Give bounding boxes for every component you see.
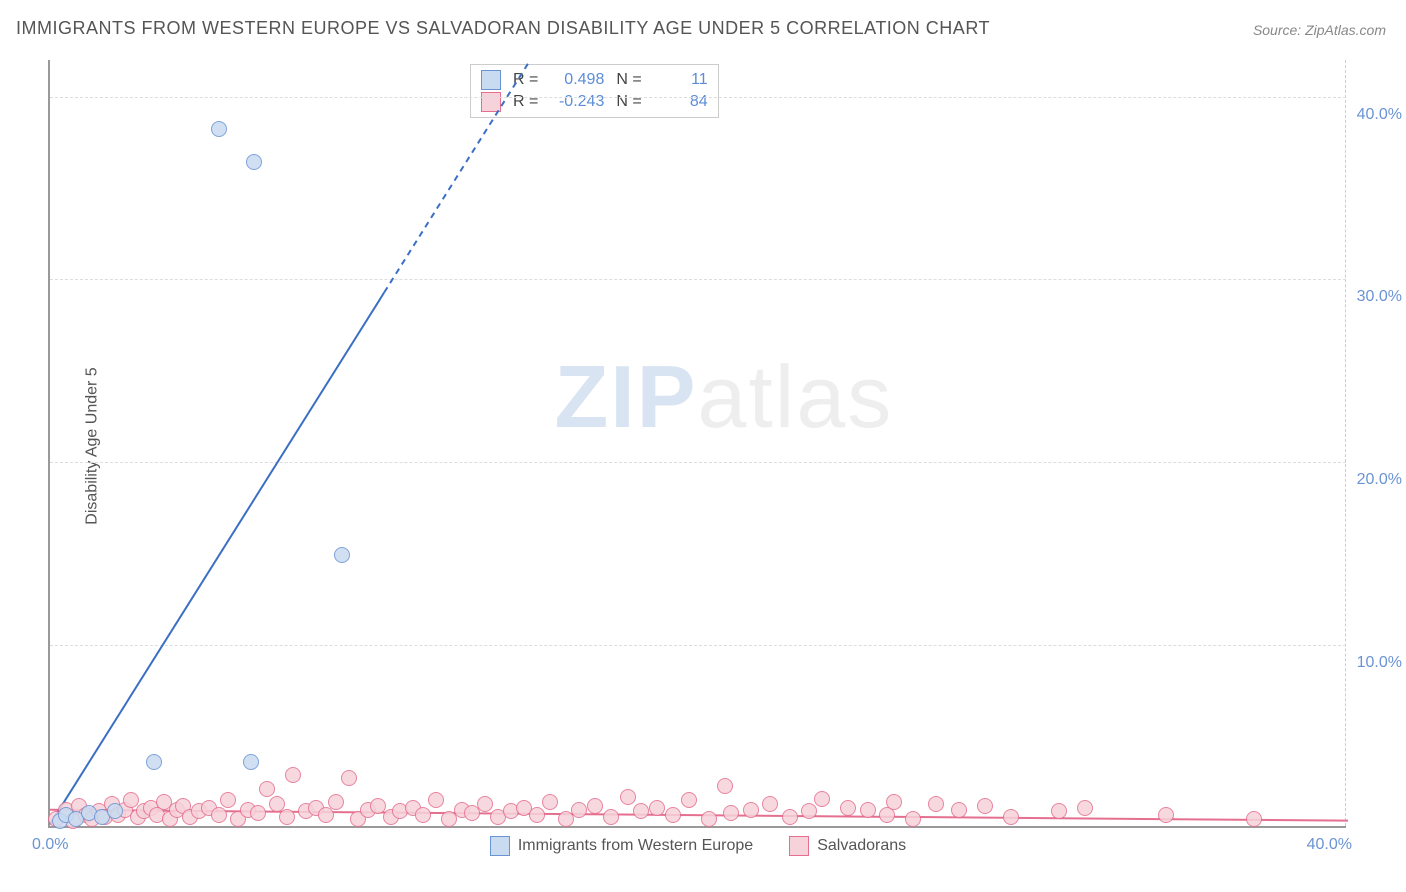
- point-blue: [334, 547, 350, 563]
- point-pink: [529, 807, 545, 823]
- point-pink: [801, 803, 817, 819]
- point-pink: [928, 796, 944, 812]
- point-pink: [1246, 811, 1262, 827]
- point-pink: [1158, 807, 1174, 823]
- stat-n-blue: 11: [654, 71, 708, 89]
- watermark-atlas: atlas: [697, 347, 893, 446]
- point-pink: [633, 803, 649, 819]
- point-pink: [341, 770, 357, 786]
- point-pink: [782, 809, 798, 825]
- stat-r-blue: 0.498: [550, 71, 604, 89]
- point-pink: [415, 807, 431, 823]
- point-pink: [220, 792, 236, 808]
- point-pink: [587, 798, 603, 814]
- stats-row-pink: R = -0.243 N = 84: [481, 91, 708, 113]
- point-pink: [279, 809, 295, 825]
- point-pink: [211, 807, 227, 823]
- y-tick-label: 30.0%: [1357, 288, 1402, 306]
- chart-title: IMMIGRANTS FROM WESTERN EUROPE VS SALVAD…: [16, 18, 990, 39]
- gridline-h: [50, 462, 1346, 463]
- point-blue: [146, 754, 162, 770]
- point-pink: [571, 802, 587, 818]
- swatch-blue: [481, 70, 501, 90]
- point-pink: [681, 792, 697, 808]
- point-pink: [1077, 800, 1093, 816]
- stats-box: R = 0.498 N = 11 R = -0.243 N = 84: [470, 64, 719, 118]
- point-blue: [211, 121, 227, 137]
- legend-item-pink: Salvadorans: [789, 836, 906, 856]
- gridline-h: [50, 279, 1346, 280]
- point-pink: [477, 796, 493, 812]
- point-pink: [977, 798, 993, 814]
- point-pink: [951, 802, 967, 818]
- point-pink: [717, 778, 733, 794]
- watermark-zip: ZIP: [555, 347, 698, 446]
- point-pink: [701, 811, 717, 827]
- swatch-pink: [481, 92, 501, 112]
- point-pink: [285, 767, 301, 783]
- plot-border-right: [1345, 60, 1346, 826]
- point-pink: [428, 792, 444, 808]
- point-pink: [542, 794, 558, 810]
- watermark: ZIPatlas: [555, 346, 894, 448]
- point-pink: [860, 802, 876, 818]
- trend-line: [50, 60, 1348, 828]
- point-blue: [246, 154, 262, 170]
- point-pink: [1003, 809, 1019, 825]
- point-pink: [665, 807, 681, 823]
- plot-area: ZIPatlas R = 0.498 N = 11 R = -0.243 N =…: [48, 60, 1346, 828]
- point-pink: [1051, 803, 1067, 819]
- y-tick-label: 20.0%: [1357, 471, 1402, 489]
- chart-container: IMMIGRANTS FROM WESTERN EUROPE VS SALVAD…: [0, 0, 1406, 892]
- legend-swatch-blue: [490, 836, 510, 856]
- point-pink: [762, 796, 778, 812]
- point-blue: [107, 803, 123, 819]
- y-tick-label: 40.0%: [1357, 106, 1402, 124]
- legend-label-pink: Salvadorans: [817, 837, 906, 855]
- y-tick-label: 10.0%: [1357, 654, 1402, 672]
- trend-line: [50, 60, 1348, 828]
- gridline-h: [50, 645, 1346, 646]
- stats-row-blue: R = 0.498 N = 11: [481, 69, 708, 91]
- stat-label-r: R =: [513, 71, 538, 89]
- point-pink: [328, 794, 344, 810]
- source-attribution: Source: ZipAtlas.com: [1253, 22, 1386, 38]
- point-pink: [723, 805, 739, 821]
- point-pink: [603, 809, 619, 825]
- point-pink: [649, 800, 665, 816]
- legend-swatch-pink: [789, 836, 809, 856]
- legend: Immigrants from Western Europe Salvadora…: [50, 836, 1346, 856]
- point-pink: [886, 794, 902, 810]
- gridline-h: [50, 97, 1346, 98]
- point-blue: [243, 754, 259, 770]
- point-pink: [905, 811, 921, 827]
- legend-item-blue: Immigrants from Western Europe: [490, 836, 753, 856]
- point-pink: [743, 802, 759, 818]
- point-pink: [620, 789, 636, 805]
- point-pink: [840, 800, 856, 816]
- point-pink: [814, 791, 830, 807]
- point-pink: [259, 781, 275, 797]
- point-pink: [250, 805, 266, 821]
- stat-label-n: N =: [616, 71, 641, 89]
- legend-label-blue: Immigrants from Western Europe: [518, 837, 753, 855]
